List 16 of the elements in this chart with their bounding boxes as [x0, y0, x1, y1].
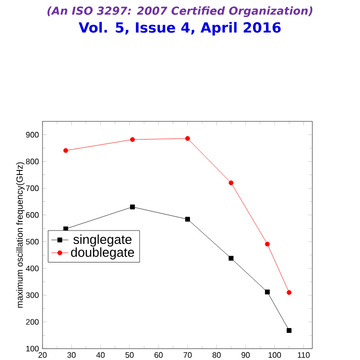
point — [130, 204, 135, 210]
point — [264, 290, 270, 294]
chart-title: (An ISO 3297: 2007 Certified Organization) — [47, 6, 312, 18]
point — [185, 216, 190, 222]
point — [228, 180, 234, 186]
point — [228, 256, 234, 261]
point — [286, 328, 292, 333]
legend-label: doublegate — [71, 247, 134, 260]
y-axis-title: maximum oscillation frequency(GHz) — [16, 162, 25, 308]
legend-label: singlegate — [73, 234, 132, 247]
point — [185, 136, 190, 141]
point — [63, 148, 68, 153]
point — [130, 137, 135, 142]
chart-subtitle: Vol. 5, Issue 4, April 2016 — [78, 22, 281, 36]
point — [286, 290, 292, 295]
point — [264, 242, 270, 246]
